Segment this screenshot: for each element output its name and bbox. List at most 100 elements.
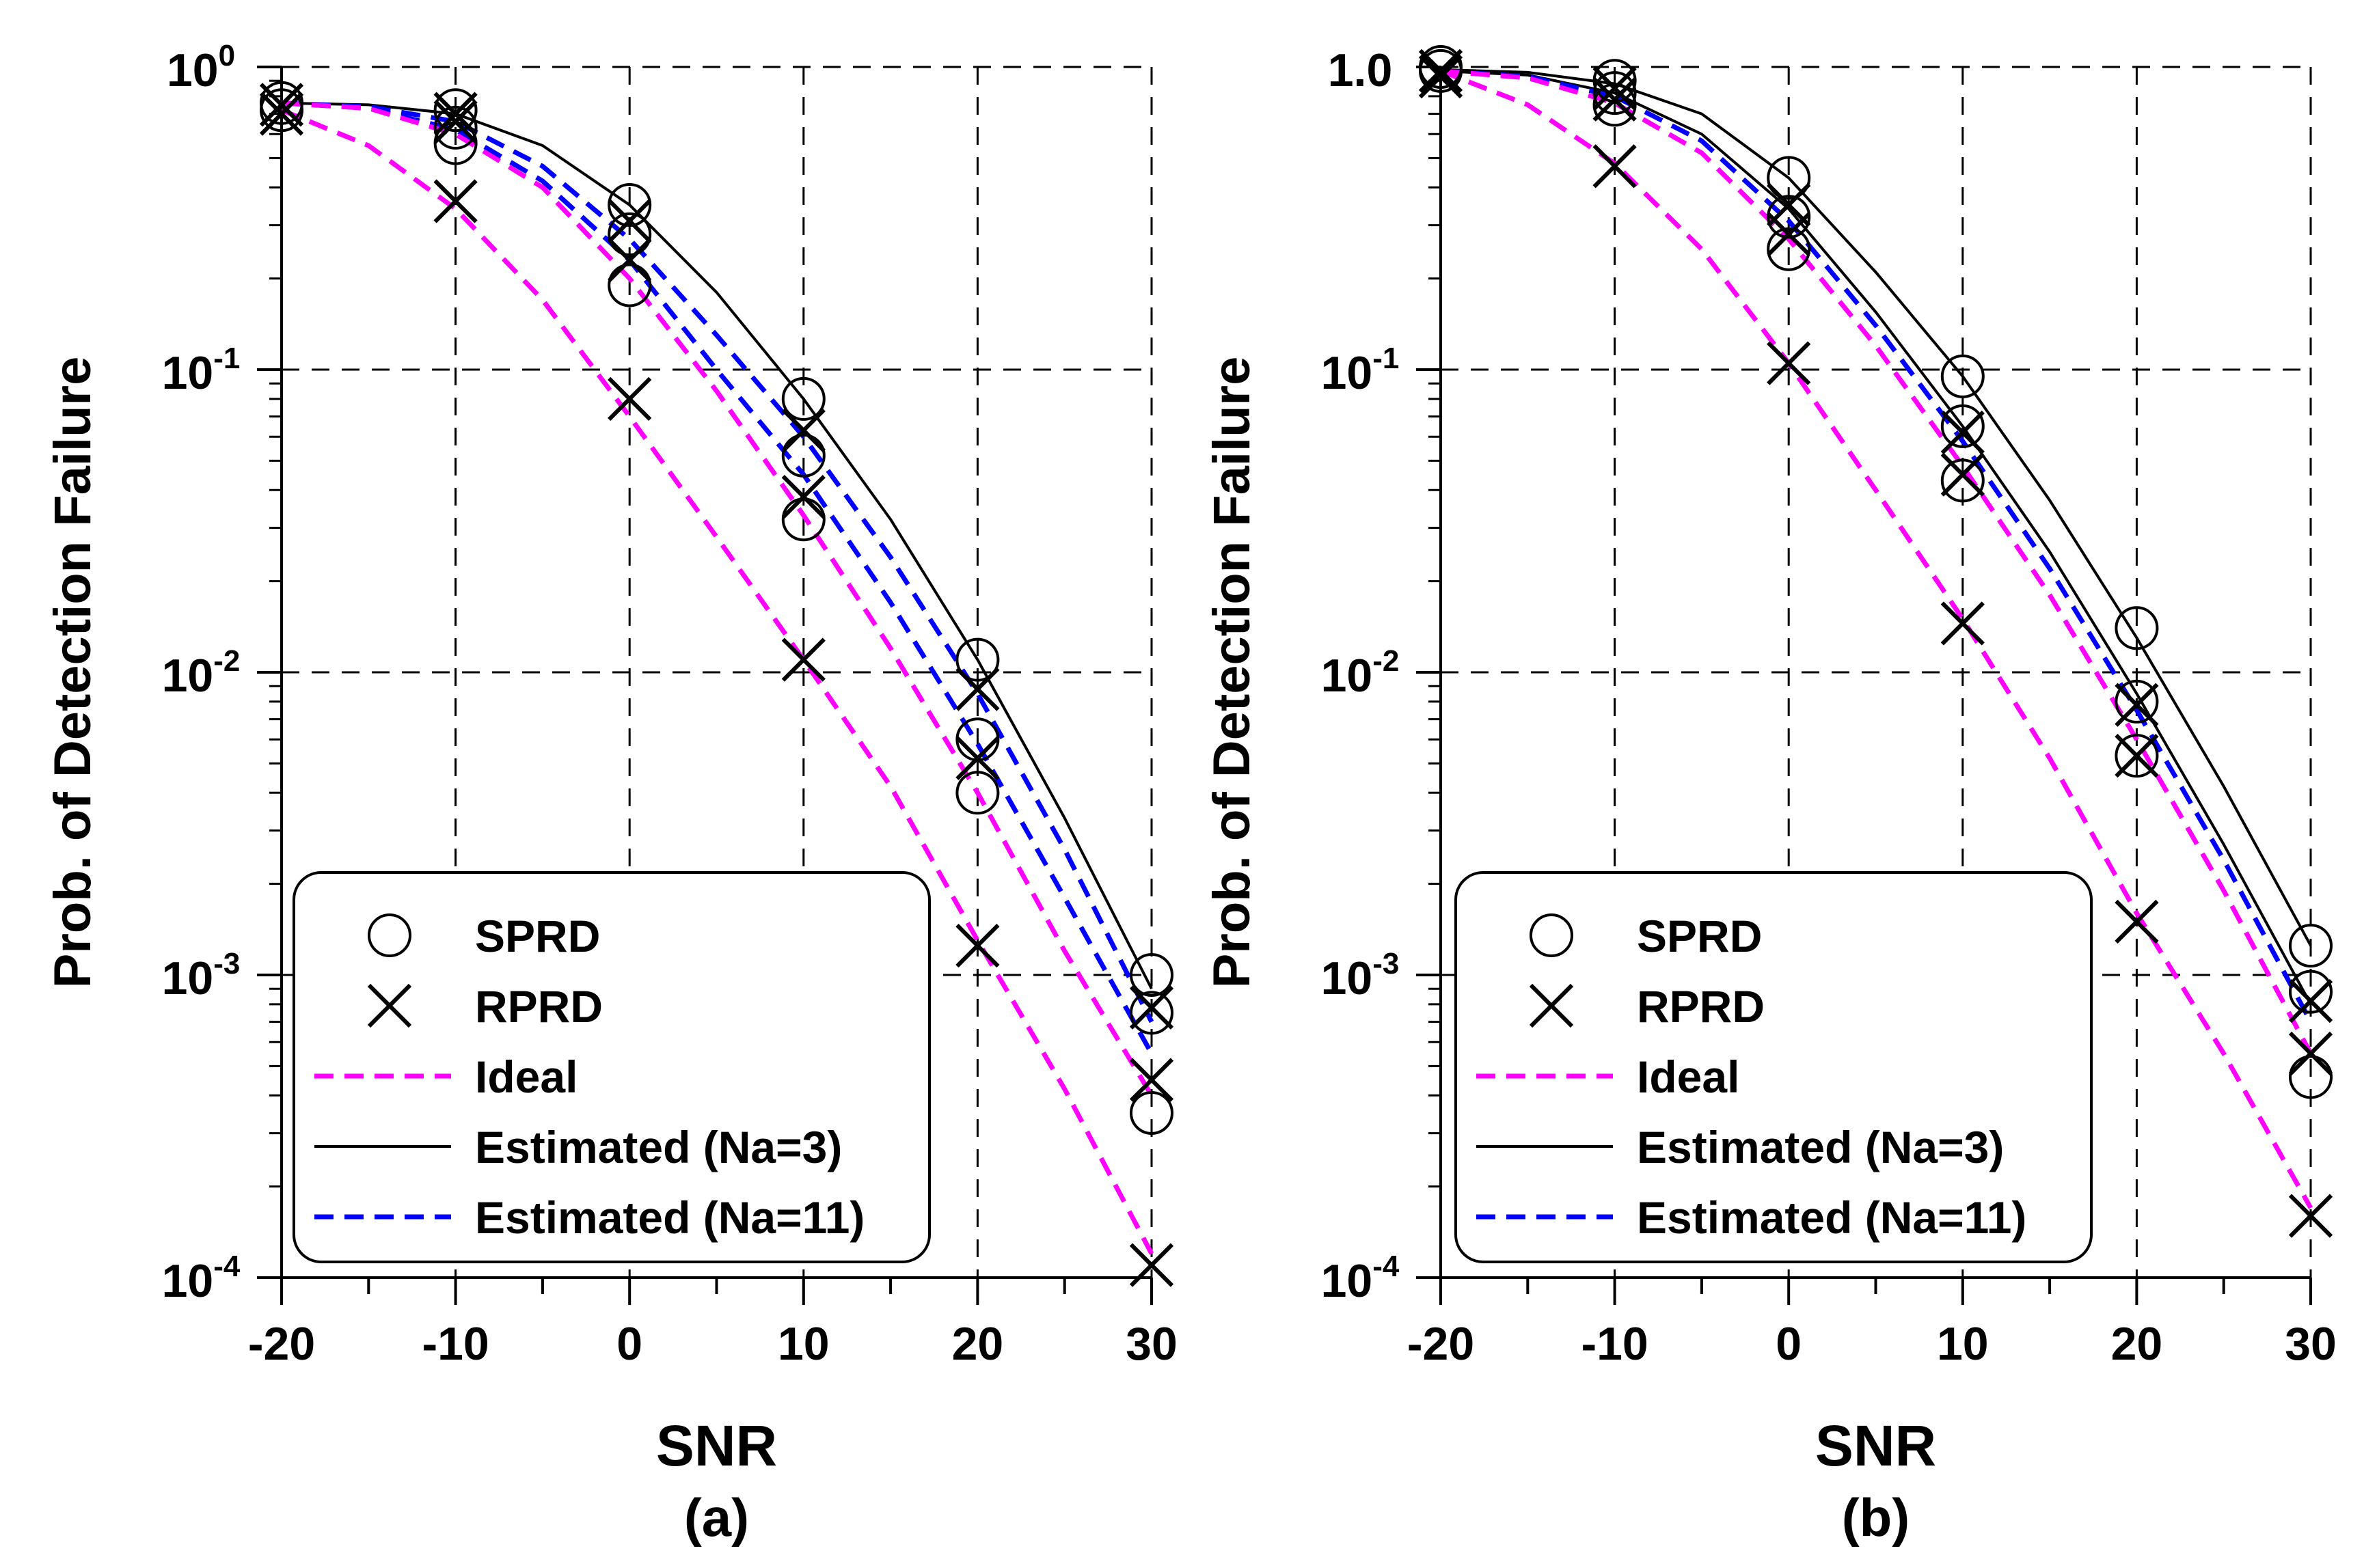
- x-tick-label: 30: [1126, 1318, 1178, 1370]
- rprd-marker: [781, 637, 826, 682]
- legend-label: RPRD: [1637, 981, 1765, 1032]
- y-tick-label: 100: [167, 39, 235, 96]
- y-tick-label: 10-2: [1321, 644, 1400, 702]
- rprd-marker: [2288, 979, 2333, 1023]
- x-tick-label: -10: [1581, 1318, 1648, 1370]
- x-axis-label: SNR: [1815, 1414, 1936, 1478]
- sprd-marker: [2115, 679, 2159, 724]
- y-tick-label-exponent: -1: [213, 342, 240, 375]
- rprd-marker: [1767, 341, 1811, 385]
- legend-label: Estimated (Na=11): [475, 1192, 865, 1243]
- rprd-marker-stroke: [1940, 410, 1985, 455]
- y-tick-label-base: 10: [162, 347, 214, 399]
- y-tick-label: 10-4: [1321, 1250, 1400, 1307]
- sprd-marker: [1130, 991, 1173, 1035]
- legend-item: Estimated (Na=3): [1476, 1122, 2004, 1172]
- sprd-marker: [1940, 404, 1985, 448]
- rprd-marker-stroke: [2288, 1031, 2333, 1076]
- rprd-marker: [433, 179, 478, 223]
- legend-item: Ideal: [314, 1051, 578, 1102]
- sprd-marker: [608, 212, 652, 256]
- rprd-marker-stroke: [781, 475, 826, 519]
- y-tick-label-base: 10: [1321, 650, 1373, 702]
- legend-label: Ideal: [1637, 1051, 1739, 1102]
- x-tick-label: 20: [2111, 1318, 2163, 1370]
- x-tick-label: 0: [616, 1318, 642, 1370]
- rprd-marker-stroke: [781, 408, 826, 453]
- legend-item: Estimated (Na=11): [1476, 1192, 2026, 1243]
- y-tick-label-exponent: 0: [219, 39, 235, 72]
- rprd-marker: [433, 92, 478, 136]
- panel-a: -20 -10 0 10 20 3010010-110-210-310-4SNRProb.…: [44, 39, 1178, 1548]
- sprd-marker: [955, 771, 1000, 815]
- panel-b: -20 -10 0 10 20 301.010-110-210-310-4SNRProb.…: [1203, 44, 2337, 1548]
- legend-box: [293, 871, 931, 1263]
- y-tick-label-base: 10: [1321, 952, 1373, 1004]
- legend-item: RPRD: [367, 981, 603, 1032]
- rprd-marker: [781, 408, 826, 453]
- legend-label: RPRD: [475, 981, 603, 1032]
- series-line-estimated-na-3-: [1441, 69, 2312, 1005]
- rprd-marker: [781, 475, 826, 519]
- y-tick-label-base: 10: [162, 650, 214, 702]
- sprd-marker: [2115, 606, 2159, 650]
- y-tick-label: 1.0: [1328, 44, 1393, 96]
- legend-label: SPRD: [1637, 911, 1762, 961]
- legend-label: Ideal: [475, 1051, 578, 1102]
- rprd-marker-stroke: [781, 637, 826, 682]
- series-line-ideal: [1441, 68, 2313, 1209]
- y-tick-label-exponent: -1: [1372, 342, 1399, 375]
- rprd-marker: [2115, 683, 2159, 727]
- legend-label: Estimated (Na=11): [1637, 1192, 2026, 1243]
- rprd-marker: [608, 199, 652, 243]
- x-axis-label: SNR: [656, 1414, 777, 1478]
- rprd-marker: [1418, 49, 1463, 93]
- x-tick-label: 30: [2285, 1318, 2337, 1370]
- rprd-marker-stroke: [608, 199, 652, 243]
- sprd-marker: [2289, 969, 2333, 1014]
- rprd-marker-stroke: [433, 99, 478, 144]
- y-tick-label-exponent: -2: [1372, 644, 1399, 678]
- x-tick-label: 10: [778, 1318, 830, 1370]
- rprd-marker: [1418, 54, 1463, 99]
- panel-label: (b): [1842, 1487, 1910, 1548]
- rprd-marker-stroke: [259, 83, 304, 127]
- y-tick-label-base: 10: [1321, 347, 1373, 399]
- legend-box: [1454, 871, 2093, 1263]
- rprd-marker-stroke: [955, 923, 1000, 968]
- rprd-marker-stroke: [1767, 341, 1811, 385]
- rprd-marker-stroke: [433, 179, 478, 223]
- rprd-marker-stroke: [1418, 54, 1463, 99]
- y-tick-label-exponent: -3: [1372, 947, 1399, 980]
- rprd-marker-stroke: [1129, 1058, 1174, 1102]
- rprd-marker: [608, 238, 652, 282]
- rprd-marker: [955, 923, 1000, 968]
- rprd-marker-stroke: [1129, 985, 1174, 1030]
- rprd-marker: [259, 83, 304, 127]
- legend: SPRD RPRD Ideal Estimated (Na=3) Estimated (…: [293, 871, 931, 1263]
- y-tick-label-exponent: -2: [213, 644, 240, 678]
- sprd-marker: [1592, 71, 1637, 115]
- legend-item: Estimated (Na=3): [314, 1122, 842, 1172]
- x-tick-label: 0: [1776, 1318, 1802, 1370]
- series-lines: [1441, 68, 2313, 1209]
- legend-label: SPRD: [475, 911, 600, 961]
- x-tick-label: 20: [952, 1318, 1004, 1370]
- sprd-marker: [1767, 195, 1811, 239]
- legend-item: Ideal: [1476, 1051, 1739, 1102]
- series-line-ideal: [282, 100, 1154, 1097]
- sprd-marker: [1419, 49, 1463, 93]
- y-tick-label-exponent: -4: [1372, 1250, 1400, 1283]
- rprd-marker: [1940, 452, 1985, 497]
- y-tick-label-exponent: -4: [213, 1250, 241, 1283]
- sprd-marker: [433, 88, 478, 133]
- legend-x-icon: [367, 983, 412, 1028]
- series-markers: [259, 81, 1174, 1287]
- y-tick-label: 10-1: [1321, 342, 1400, 399]
- sprd-marker: [2289, 924, 2333, 968]
- series-line-estimated-na-3-: [1441, 68, 2312, 947]
- legend-x-icon: [1529, 983, 1574, 1028]
- series-line-estimated-na-11-: [1441, 68, 2313, 1023]
